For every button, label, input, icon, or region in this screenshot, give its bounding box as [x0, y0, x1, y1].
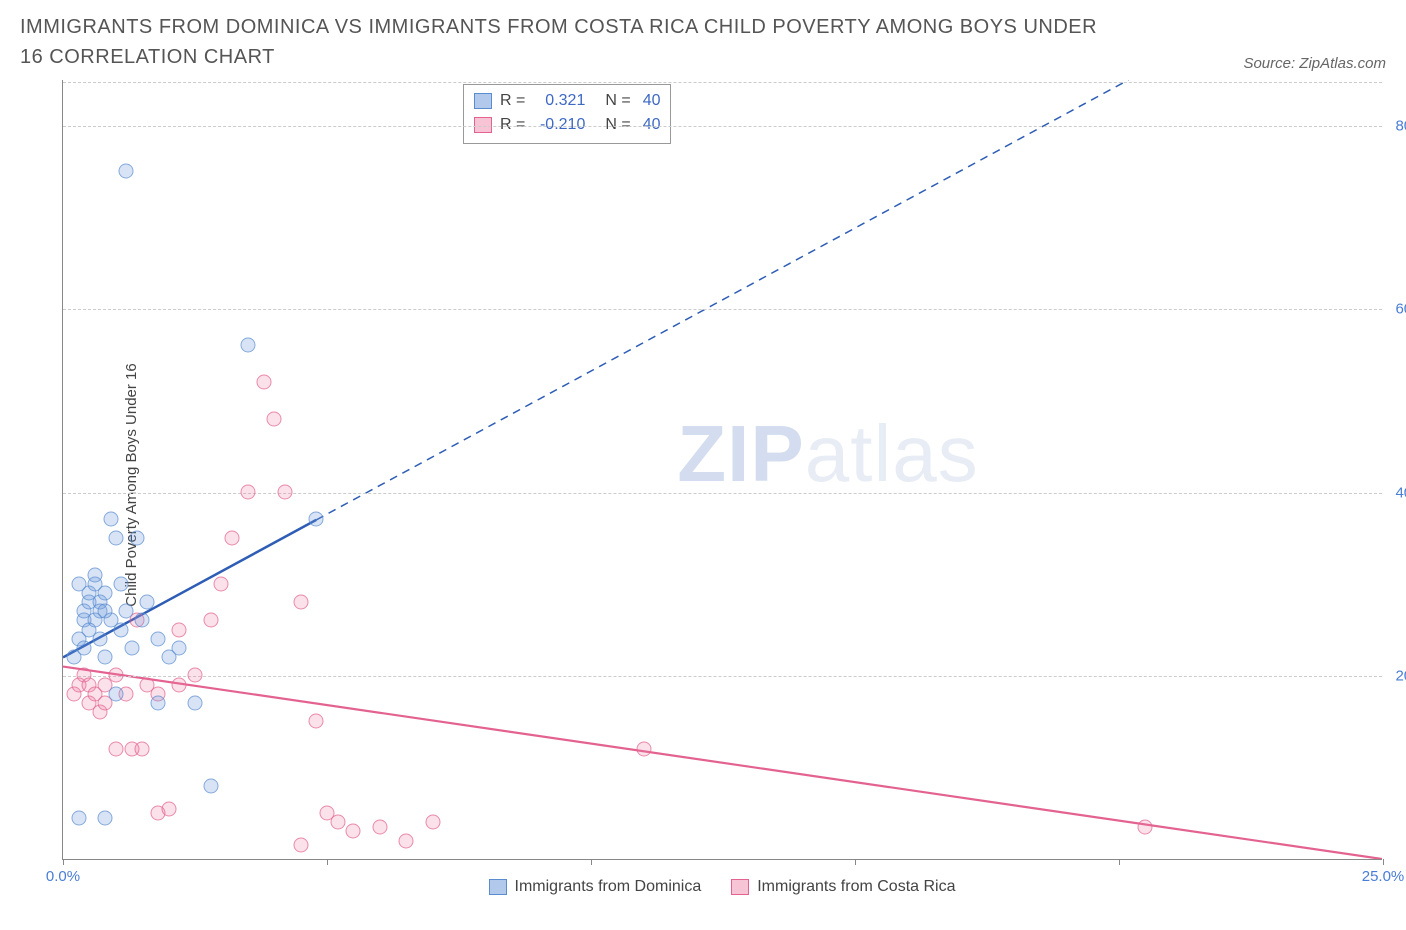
data-point-dominica	[71, 810, 86, 825]
y-tick-label: 20.0%	[1395, 668, 1406, 685]
gridline	[63, 676, 1382, 677]
data-point-dominica	[98, 810, 113, 825]
trend-lines	[63, 80, 1382, 859]
data-point-dominica	[82, 622, 97, 637]
data-point-costarica	[330, 815, 345, 830]
data-point-dominica	[124, 640, 139, 655]
data-point-costarica	[1138, 819, 1153, 834]
legend-item-costarica: Immigrants from Costa Rica	[731, 878, 955, 896]
chart-header: IMMIGRANTS FROM DOMINICA VS IMMIGRANTS F…	[20, 12, 1386, 72]
x-tick	[591, 859, 592, 865]
data-point-dominica	[114, 622, 129, 637]
data-point-dominica	[151, 631, 166, 646]
data-point-dominica	[172, 640, 187, 655]
data-point-costarica	[108, 741, 123, 756]
data-point-costarica	[224, 530, 239, 545]
data-point-dominica	[203, 778, 218, 793]
data-point-costarica	[203, 613, 218, 628]
data-point-costarica	[214, 576, 229, 591]
data-point-costarica	[293, 838, 308, 853]
chart-title: IMMIGRANTS FROM DOMINICA VS IMMIGRANTS F…	[20, 12, 1120, 72]
data-point-dominica	[140, 595, 155, 610]
y-tick-label: 80.0%	[1395, 117, 1406, 134]
data-point-dominica	[77, 640, 92, 655]
chart-area: Child Poverty Among Boys Under 16 ZIPatl…	[20, 80, 1386, 890]
data-point-dominica	[71, 576, 86, 591]
swatch-dominica-bottom	[489, 879, 507, 895]
data-point-dominica	[135, 613, 150, 628]
data-point-costarica	[346, 824, 361, 839]
swatch-costarica-bottom	[731, 879, 749, 895]
data-point-costarica	[277, 484, 292, 499]
data-point-costarica	[256, 374, 271, 389]
data-point-costarica	[172, 622, 187, 637]
gridline	[63, 309, 1382, 310]
data-point-dominica	[240, 338, 255, 353]
data-point-dominica	[98, 650, 113, 665]
data-point-dominica	[108, 686, 123, 701]
data-point-costarica	[161, 801, 176, 816]
gridline	[63, 493, 1382, 494]
x-tick	[327, 859, 328, 865]
gridline	[63, 82, 1382, 83]
x-tick	[855, 859, 856, 865]
data-point-dominica	[108, 530, 123, 545]
data-point-dominica	[98, 585, 113, 600]
data-point-dominica	[188, 696, 203, 711]
y-tick-label: 60.0%	[1395, 301, 1406, 318]
stats-row-dominica: R = 0.321 N = 40	[474, 89, 660, 113]
data-point-costarica	[108, 668, 123, 683]
stats-legend: R = 0.321 N = 40 R = -0.210 N = 40	[463, 84, 671, 144]
data-point-costarica	[267, 411, 282, 426]
data-point-dominica	[87, 567, 102, 582]
data-point-costarica	[309, 714, 324, 729]
data-point-dominica	[129, 530, 144, 545]
x-tick	[1383, 859, 1384, 865]
legend-item-dominica: Immigrants from Dominica	[489, 878, 702, 896]
data-point-costarica	[372, 819, 387, 834]
plot-area: ZIPatlas R = 0.321 N = 40 R = -0.210 N =…	[62, 80, 1382, 860]
data-point-costarica	[636, 741, 651, 756]
y-tick-label: 40.0%	[1395, 484, 1406, 501]
data-point-costarica	[399, 833, 414, 848]
source-label: Source: ZipAtlas.com	[1243, 55, 1386, 72]
data-point-costarica	[172, 677, 187, 692]
x-tick	[63, 859, 64, 865]
data-point-dominica	[119, 604, 134, 619]
data-point-dominica	[151, 696, 166, 711]
x-tick	[1119, 859, 1120, 865]
data-point-dominica	[309, 512, 324, 527]
data-point-costarica	[425, 815, 440, 830]
swatch-dominica	[474, 93, 492, 109]
bottom-legend: Immigrants from Dominica Immigrants from…	[62, 878, 1382, 896]
watermark: ZIPatlas	[677, 408, 978, 500]
data-point-costarica	[240, 484, 255, 499]
data-point-dominica	[114, 576, 129, 591]
data-point-costarica	[135, 741, 150, 756]
data-point-dominica	[119, 163, 134, 178]
data-point-costarica	[293, 595, 308, 610]
gridline	[63, 126, 1382, 127]
data-point-dominica	[98, 604, 113, 619]
data-point-costarica	[188, 668, 203, 683]
data-point-dominica	[103, 512, 118, 527]
